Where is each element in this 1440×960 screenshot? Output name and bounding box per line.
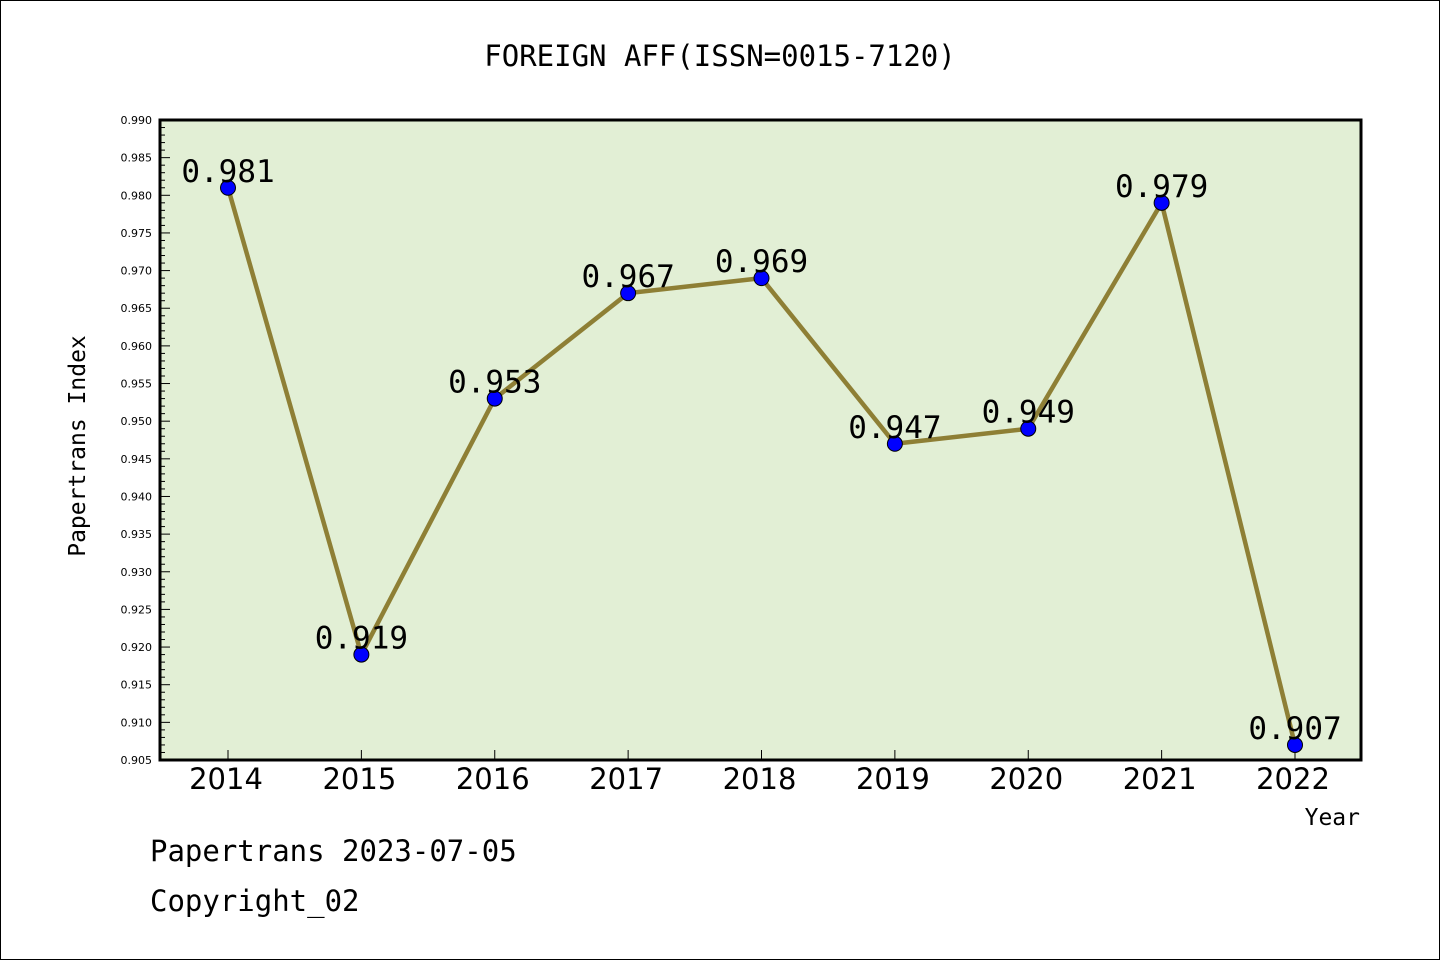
data-labels: 0.981 0.919 0.953 0.967 0.969 0.947 0.949 0.979… bbox=[181, 154, 1341, 747]
data-markers bbox=[220, 179, 1303, 753]
data-label: 0.953 bbox=[448, 365, 541, 401]
y-tick-label: 0.975 bbox=[121, 227, 153, 240]
data-label: 0.907 bbox=[1248, 711, 1341, 747]
y-tick-label: 0.945 bbox=[121, 453, 153, 466]
y-tick-label: 0.955 bbox=[121, 378, 153, 391]
data-point bbox=[1020, 420, 1037, 437]
x-tick-label: 2015 bbox=[322, 762, 396, 796]
data-point bbox=[886, 435, 903, 452]
y-tick-label: 0.970 bbox=[121, 265, 153, 278]
data-point bbox=[1153, 194, 1170, 211]
x-tick-label: 2021 bbox=[1123, 762, 1197, 796]
y-axis-ticks: 0.905 0.910 0.915 0.920 0.925 0.930 0.935 0.940… bbox=[121, 114, 170, 767]
x-tick-label: 2022 bbox=[1256, 762, 1330, 796]
x-tick-label: 2016 bbox=[456, 762, 530, 796]
x-tick-label: 2020 bbox=[989, 762, 1063, 796]
y-tick-label: 0.960 bbox=[121, 340, 153, 353]
y-tick-label: 0.950 bbox=[121, 415, 153, 428]
y-tick-label: 0.965 bbox=[121, 302, 153, 315]
data-label: 0.949 bbox=[982, 395, 1075, 431]
y-tick-label: 0.940 bbox=[121, 490, 153, 503]
y-tick-label: 0.980 bbox=[121, 189, 153, 202]
x-tick-label: 2017 bbox=[589, 762, 663, 796]
data-point bbox=[1287, 736, 1303, 753]
y-tick-label: 0.905 bbox=[121, 754, 153, 767]
y-tick-label: 0.990 bbox=[121, 114, 153, 127]
plot-area bbox=[160, 120, 1361, 760]
y-tick-label: 0.935 bbox=[121, 528, 153, 541]
plot-border bbox=[158, 118, 1363, 762]
data-label: 0.919 bbox=[315, 621, 408, 657]
x-axis-label: Year bbox=[1305, 805, 1360, 831]
y-tick-label: 0.930 bbox=[121, 566, 153, 579]
data-label: 0.947 bbox=[848, 410, 941, 446]
y-axis-label: Papertrans Index bbox=[65, 335, 91, 557]
data-point bbox=[753, 270, 770, 287]
data-label: 0.969 bbox=[715, 244, 808, 280]
chart-title: FOREIGN AFF(ISSN=0015-7120) bbox=[484, 39, 955, 73]
y-tick-label: 0.920 bbox=[121, 641, 153, 654]
data-label: 0.979 bbox=[1115, 169, 1208, 205]
y-tick-label: 0.915 bbox=[121, 679, 153, 692]
y-tick-label: 0.910 bbox=[121, 716, 153, 729]
y-tick-label: 0.985 bbox=[121, 152, 153, 165]
x-tick-label: 2019 bbox=[856, 762, 930, 796]
footer-copyright: Copyright_02 bbox=[150, 884, 360, 918]
x-axis-ticks: 2014 2015 2016 2017 2018 2019 2020 2021 2022 bbox=[189, 750, 1330, 796]
data-point bbox=[353, 646, 370, 663]
data-point bbox=[220, 179, 236, 196]
x-tick-label: 2014 bbox=[189, 762, 263, 796]
data-label: 0.967 bbox=[581, 259, 674, 295]
data-label: 0.981 bbox=[181, 154, 274, 190]
x-tick-label: 2018 bbox=[723, 762, 797, 796]
data-point bbox=[486, 390, 503, 407]
footer-date: Papertrans 2023-07-05 bbox=[150, 834, 517, 868]
y-tick-label: 0.925 bbox=[121, 603, 153, 616]
data-point bbox=[620, 285, 637, 302]
